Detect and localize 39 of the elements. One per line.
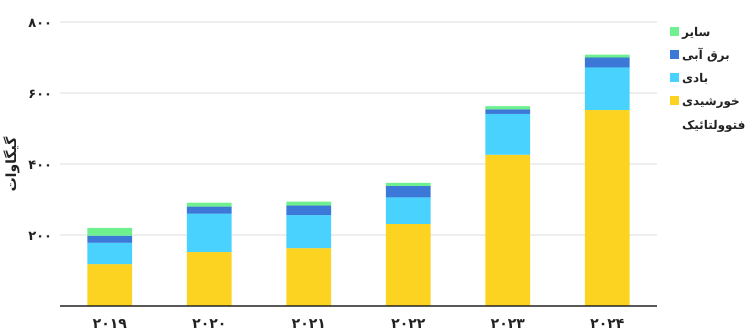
bar: [485, 154, 530, 306]
bar: [386, 182, 431, 186]
bar: [87, 242, 132, 264]
x-tick-label: ۲۰۲۳: [490, 316, 526, 332]
bar: [186, 206, 232, 214]
y-tick-label: ۶۰۰: [28, 87, 52, 102]
bar: [286, 202, 332, 206]
bar: [386, 186, 431, 198]
legend-label: بادی: [682, 71, 708, 85]
bar: [286, 215, 332, 248]
bar: [584, 58, 630, 68]
y-tick-label: ۲۰۰: [28, 229, 52, 244]
bar: [584, 54, 630, 58]
bar: [286, 248, 332, 306]
legend-label: سایر: [681, 25, 710, 39]
bar: [584, 67, 630, 110]
bar: [286, 206, 332, 216]
x-tick-label: ۲۰۱۹: [92, 316, 128, 332]
bar: [386, 224, 431, 306]
x-tick-label: ۲۰۲۰: [192, 316, 226, 332]
bar: [386, 197, 431, 224]
bar: [87, 264, 132, 306]
bar: [485, 109, 530, 114]
bar: [186, 214, 232, 252]
bar: [87, 236, 132, 243]
y-tick-label: ۸۰۰: [28, 16, 52, 31]
x-tick-label: ۲۰۲۴: [590, 316, 625, 332]
legend-label: برق آبی: [682, 47, 730, 62]
bar: [186, 202, 232, 207]
bar: [485, 114, 530, 155]
bar: [584, 110, 630, 306]
bar: [186, 252, 232, 306]
legend-label: خورشیدی فتوولتائیک: [682, 94, 746, 132]
bar: [87, 228, 132, 236]
y-axis-title: گیگاوات: [3, 136, 20, 192]
y-tick-label: ۴۰۰: [28, 158, 52, 173]
bar: [485, 106, 530, 110]
x-tick-label: ۲۰۲۱: [292, 316, 326, 332]
x-tick-label: ۲۰۲۲: [391, 316, 426, 332]
